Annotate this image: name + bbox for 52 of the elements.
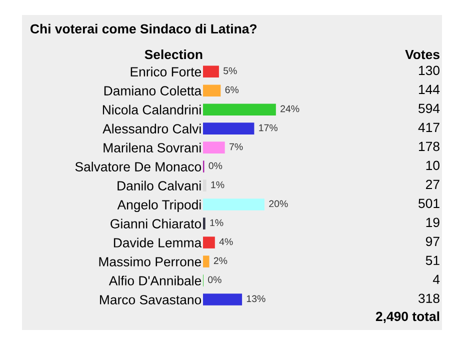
chart-title: Chi voterai come Sindaco di Latina? bbox=[30, 24, 257, 34]
text: 2,490 total bbox=[376, 311, 440, 324]
data-label: 97 bbox=[426, 236, 440, 246]
data-label: 51 bbox=[426, 256, 440, 266]
y-tick-label: Nicola Calandrini bbox=[102, 104, 201, 114]
y-tick-label: Marilena Sovrani bbox=[104, 142, 201, 152]
y-tick-label: Damiano Coletta bbox=[104, 86, 202, 96]
bar bbox=[203, 66, 219, 78]
annotation: 0% bbox=[208, 276, 222, 284]
annotation: 7% bbox=[230, 143, 243, 150]
bar bbox=[203, 256, 210, 268]
data-label: 318 bbox=[418, 294, 440, 304]
annotation: 20% bbox=[269, 200, 288, 208]
bar bbox=[203, 122, 254, 134]
data-label: 27 bbox=[426, 180, 440, 189]
y-tick-label: Enrico Forte bbox=[130, 66, 202, 76]
y-tick-label: Davide Lemma bbox=[114, 238, 202, 248]
y-tick-label: Alessandro Calvi bbox=[102, 124, 201, 134]
bar bbox=[203, 142, 225, 154]
annotation: 1% bbox=[211, 181, 224, 188]
y-tick-label: Angelo Tripodi bbox=[117, 200, 201, 212]
annotation: 6% bbox=[225, 86, 239, 94]
y-axis-title: Selection bbox=[144, 49, 202, 60]
y-tick-label: Salvatore De Monaco bbox=[75, 162, 202, 172]
y-tick-label: Massimo Perrone bbox=[99, 256, 202, 266]
data-label: 19 bbox=[426, 218, 440, 228]
data-label: 417 bbox=[418, 122, 440, 132]
y-tick-label: Marco Savastano bbox=[100, 295, 202, 304]
data-label: 501 bbox=[418, 198, 440, 208]
data-label: 144 bbox=[418, 84, 440, 94]
data-label: 594 bbox=[418, 104, 440, 114]
data-label: 10 bbox=[426, 160, 440, 170]
annotation: 17% bbox=[259, 124, 278, 132]
data-label: 130 bbox=[418, 66, 440, 76]
y-tick-label: Danilo Calvani bbox=[118, 180, 201, 190]
y-tick-label: Alfio D'Annibale bbox=[108, 276, 202, 286]
bar bbox=[203, 104, 276, 116]
annotation: 24% bbox=[280, 105, 300, 112]
annotation: 1% bbox=[210, 219, 224, 226]
bar bbox=[203, 84, 221, 96]
annotation: 0% bbox=[208, 162, 222, 170]
data-label: 178 bbox=[418, 142, 440, 152]
text: Votes bbox=[405, 50, 440, 60]
data-label: 4 bbox=[432, 274, 440, 284]
annotation: 4% bbox=[219, 238, 233, 246]
annotation: 5% bbox=[224, 67, 237, 74]
bar bbox=[203, 198, 265, 210]
bar bbox=[203, 294, 242, 306]
annotation: 13% bbox=[246, 295, 266, 302]
annotation: 2% bbox=[214, 257, 228, 264]
y-tick-label: Gianni Chiarato bbox=[110, 218, 202, 228]
bar bbox=[203, 236, 215, 248]
